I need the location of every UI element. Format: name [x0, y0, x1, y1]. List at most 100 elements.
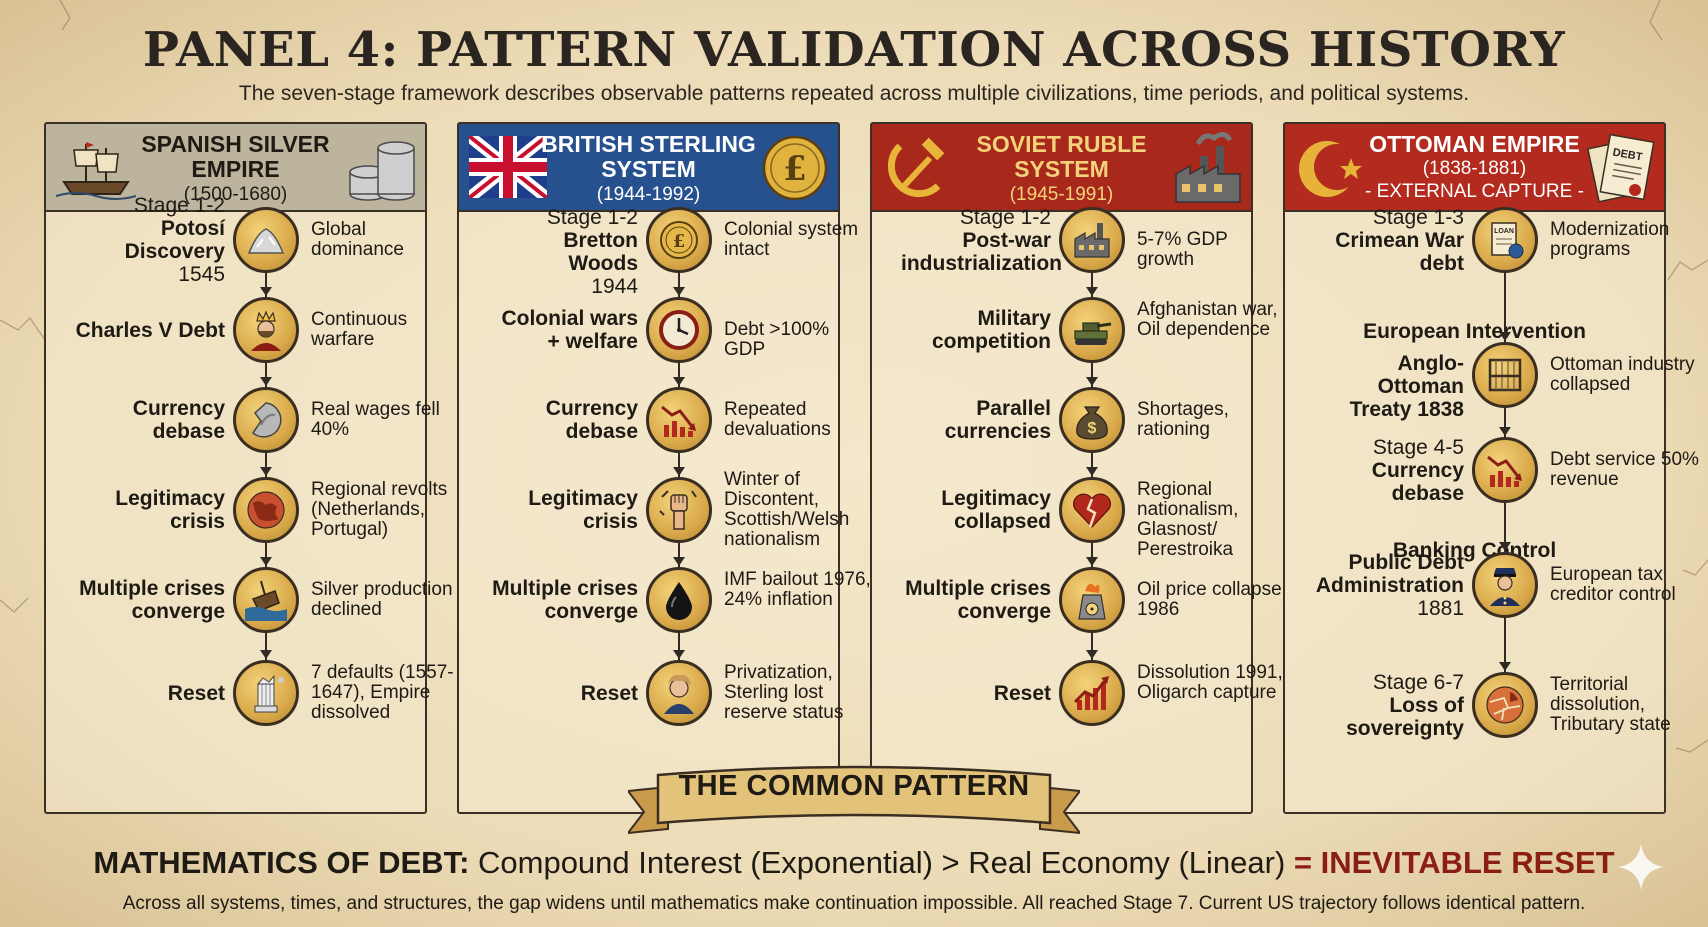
- math-body: Compound Interest (Exponential) > Real E…: [469, 845, 1294, 880]
- stage-number: Stage 1-2: [133, 194, 225, 217]
- stage-node: [1059, 297, 1125, 363]
- silver-pile-icon: [247, 228, 285, 254]
- stage-label: Currency debase: [488, 397, 638, 443]
- stage-name: Potosí Discovery: [124, 217, 225, 263]
- flow-arrow: [260, 377, 272, 386]
- stage-node: [1472, 437, 1538, 503]
- svg-text:DEBT: DEBT: [1612, 147, 1644, 164]
- stage-description: European tax creditor control: [1550, 564, 1676, 605]
- panel-years: (1838-1881): [1422, 158, 1527, 179]
- stage-name: Bretton Woods: [563, 228, 638, 275]
- stage-description: Modernization programs: [1550, 219, 1670, 260]
- loan-document-icon: LOAN: [1491, 222, 1524, 259]
- stage-name: Multiple crises converge: [905, 577, 1051, 623]
- page-subtitle: The seven-stage framework describes obse…: [238, 82, 1470, 105]
- stage-description: 7 defaults (1557-1647), Empire dissolved: [311, 662, 454, 723]
- loom-icon: [1488, 358, 1522, 392]
- stage-label: Stage 6-7 Loss of sovereignty: [1314, 671, 1464, 740]
- stage-label: Stage 4-5 Currency debase: [1314, 436, 1464, 505]
- flow-arrow: [673, 287, 685, 296]
- stage-name: Crimean War debt: [1335, 228, 1464, 275]
- partitioned-map-icon: [1486, 686, 1524, 724]
- stage-description: 5-7% GDP growth: [1137, 229, 1228, 270]
- panel-years: (1944-1992): [596, 184, 701, 205]
- stage-node: LOAN: [1472, 207, 1538, 273]
- flow-arrow: [673, 650, 685, 659]
- stage-name: Multiple crises converge: [79, 577, 225, 623]
- svg-text:LOAN: LOAN: [1494, 228, 1514, 235]
- connector-line: [678, 240, 680, 693]
- stage-year: 1545: [178, 263, 225, 286]
- stage-node: [233, 297, 299, 363]
- stage-description: Dissolution 1991, Oligarch capture: [1137, 662, 1283, 703]
- stage-name: Public Debt Administration: [1315, 550, 1464, 597]
- clipped-coin-icon: [251, 402, 282, 438]
- stage-node: [646, 567, 712, 633]
- svg-text:$: $: [1088, 420, 1097, 437]
- stage-description: Shortages, rationing: [1137, 399, 1229, 440]
- flow-arrow: [1499, 332, 1511, 341]
- falling-chart-icon: [661, 405, 696, 437]
- stage-label: Multiple crises converge: [901, 577, 1051, 623]
- king-icon: [251, 310, 281, 351]
- connector-line: [1091, 240, 1093, 693]
- panel-name: BRITISH STERLING SYSTEM: [541, 131, 756, 182]
- stage-name: Post-war industrialization: [901, 228, 1063, 275]
- debt-document-icon: DEBT: [1587, 133, 1655, 203]
- stage-name: Currency debase: [545, 397, 638, 443]
- panel-name: SOVIET RUBLE SYSTEM: [976, 131, 1147, 182]
- broken-column-icon: [254, 674, 284, 713]
- money-bag-icon: $: [1076, 406, 1108, 440]
- stage-name: Reset: [167, 681, 225, 705]
- flow-arrow: [1086, 650, 1098, 659]
- flow-arrow: [673, 377, 685, 386]
- stage-label: Stage 1-2 Post-war industrialization: [901, 206, 1062, 275]
- flow-arrow: [673, 557, 685, 566]
- stage-description: Ottoman industry collapsed: [1550, 354, 1695, 395]
- math-result: INEVITABLE RESET: [1320, 845, 1615, 880]
- svg-text:£: £: [783, 149, 807, 189]
- stage-description: Regional revolts (Netherlands, Portugal): [311, 479, 448, 540]
- stage-name: Multiple crises converge: [492, 577, 638, 623]
- officer-icon: [1490, 568, 1520, 606]
- stage-number: Stage 1-3: [1372, 205, 1464, 229]
- connector-line: [265, 240, 267, 693]
- math-equals: =: [1293, 845, 1321, 880]
- panel-years: (1500-1680): [183, 184, 288, 205]
- stage-node: [1472, 672, 1538, 738]
- stage-label: Colonial wars + welfare: [488, 307, 638, 353]
- flow-arrow: [1499, 542, 1511, 551]
- stage-name: Reset: [580, 681, 638, 705]
- stage-node: [1059, 477, 1125, 543]
- crescent-star-icon: [1299, 141, 1362, 197]
- flow-arrow: [1086, 377, 1098, 386]
- flow-arrow: [260, 650, 272, 659]
- subhead-european-intervention: European Intervention: [1363, 320, 1586, 343]
- stage-description: Debt >100% GDP: [724, 319, 830, 360]
- stage-label: Parallel currencies: [901, 397, 1051, 443]
- stage-number: Stage 6-7: [1372, 670, 1464, 694]
- panel-header: OTTOMAN EMPIRE (1838-1881) - EXTERNAL CA…: [1285, 124, 1664, 212]
- stage-label: Reset: [901, 682, 1051, 705]
- portrait-icon: [664, 674, 694, 714]
- stage-name: Loss of sovereignty: [1346, 693, 1464, 740]
- stage-node: [1472, 552, 1538, 618]
- stage-name: Anglo-Ottoman Treaty 1838: [1349, 352, 1464, 421]
- stage-label: Stage 1-2 Bretton Woods 1944: [488, 206, 638, 298]
- stage-node: [233, 477, 299, 543]
- stage-description: Debt service 50% revenue: [1550, 449, 1699, 490]
- stage-name: Reset: [993, 681, 1051, 705]
- stage-name: Parallel currencies: [944, 397, 1051, 443]
- stage-name: Legitimacy crisis: [115, 487, 225, 533]
- stage-node: [646, 477, 712, 543]
- stage-description: Silver production declined: [311, 579, 453, 620]
- pound-coin-icon: £: [762, 135, 828, 201]
- stage-name: Legitimacy collapsed: [941, 487, 1051, 533]
- stage-description: IMF bailout 1976, 24% inflation: [724, 569, 871, 610]
- raised-fist-icon: [659, 490, 697, 530]
- hammer-sickle-icon: [887, 137, 945, 198]
- ship-icon: [56, 142, 136, 200]
- stage-description: Repeated devaluations: [724, 399, 831, 440]
- tank-icon: [1074, 322, 1112, 345]
- stage-node: $: [1059, 387, 1125, 453]
